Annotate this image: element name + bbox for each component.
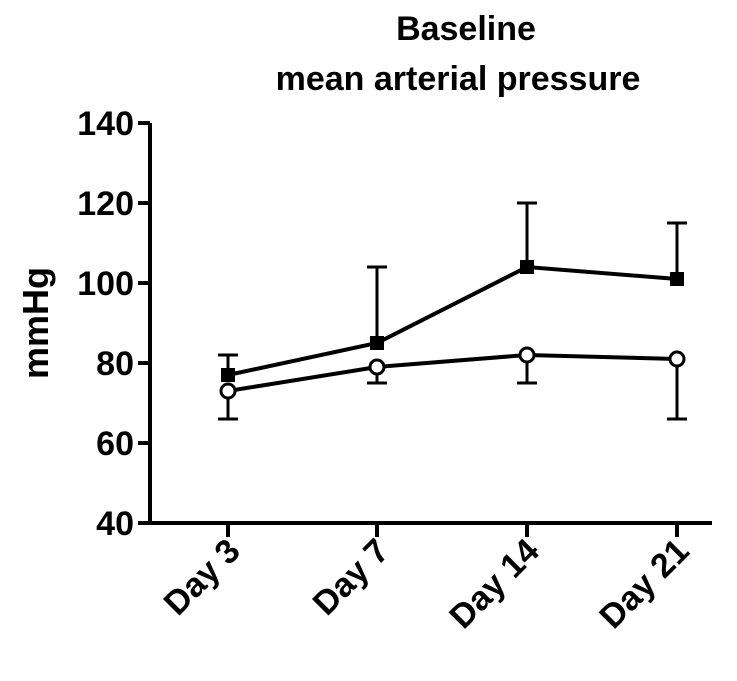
- x-tick-label: Day 21: [592, 532, 696, 636]
- series-line: [227, 264, 678, 377]
- x-tick-label: Day 3: [157, 532, 248, 623]
- data-point-circle: [668, 350, 686, 368]
- data-point-square: [670, 272, 684, 286]
- chart-title-line-1: Baseline: [396, 10, 536, 48]
- y-tick-label: 140: [77, 105, 134, 143]
- data-point-circle: [368, 358, 386, 376]
- data-point-circle: [219, 382, 237, 400]
- y-tick-label: 60: [96, 425, 134, 463]
- data-point-circle: [518, 346, 536, 364]
- y-tick-label: 120: [77, 185, 134, 223]
- x-tick-label: Day 14: [442, 532, 546, 636]
- x-tick-label: Day 7: [306, 532, 397, 623]
- series-2: [218, 346, 687, 421]
- data-point-square: [221, 368, 235, 382]
- series-1: [218, 201, 687, 382]
- y-axis-label: mmHg: [15, 267, 56, 379]
- y-tick-label: 100: [77, 265, 134, 303]
- data-point-square: [370, 336, 384, 350]
- chart-title-line-2: mean arterial pressure: [276, 60, 641, 98]
- data-point-square: [520, 260, 534, 274]
- series-line: [227, 352, 678, 393]
- y-tick-label: 40: [96, 505, 134, 543]
- y-tick-label: 80: [96, 345, 134, 383]
